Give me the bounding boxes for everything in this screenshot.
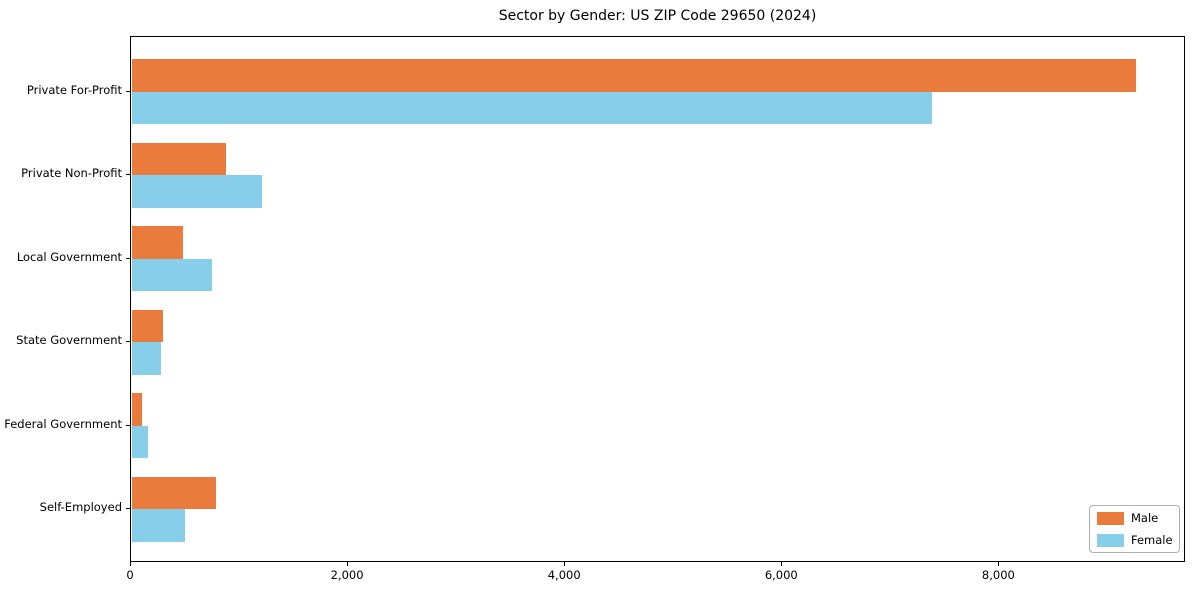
bar-male-state-government	[132, 309, 163, 342]
bar-female-local-government	[132, 258, 212, 291]
x-tick-label-6000: 6,000	[764, 568, 798, 582]
bar-male-local-government	[132, 226, 184, 259]
y-tick-mark	[126, 174, 130, 175]
y-tick-mark	[126, 90, 130, 92]
x-tick-mark	[998, 562, 1000, 566]
x-tick-label-0: 0	[126, 568, 134, 582]
y-tick-mark	[126, 424, 130, 426]
legend-item-male: Male	[1097, 511, 1172, 525]
y-tick-mark	[126, 341, 130, 342]
x-tick-mark	[130, 562, 131, 566]
bar-male-private-non-profit	[132, 142, 226, 175]
legend-label-female: Female	[1131, 533, 1173, 547]
legend-swatch-female	[1097, 533, 1124, 547]
y-tick-label-self-employed: Self-Employed	[39, 500, 122, 514]
bar-female-private-for-profit	[132, 91, 932, 124]
legend-swatch-male	[1097, 511, 1124, 525]
bar-female-self-employed	[132, 509, 186, 542]
y-tick-label-private-for-profit: Private For-Profit	[26, 82, 122, 97]
plot-area	[130, 36, 1185, 562]
y-tick-label-private-non-profit: Private Non-Profit	[21, 166, 122, 180]
bar-female-federal-government	[132, 425, 149, 458]
y-tick-label-federal-government: Federal Government	[4, 416, 122, 431]
y-tick-label-local-government: Local Government	[16, 249, 122, 264]
x-tick-label-2000: 2,000	[330, 568, 364, 582]
x-tick-label-8000: 8,000	[981, 568, 1015, 582]
legend-item-female: Female	[1097, 533, 1173, 547]
legend-label-male: Male	[1131, 511, 1159, 525]
bar-female-private-non-profit	[132, 175, 263, 208]
y-tick-mark	[126, 508, 130, 509]
y-tick-label-state-government: State Government	[16, 333, 122, 347]
y-tick-mark	[126, 257, 130, 259]
bar-male-private-for-profit	[132, 59, 1137, 92]
legend: Male Female	[1089, 505, 1180, 553]
chart-title: Sector by Gender: US ZIP Code 29650 (202…	[498, 8, 817, 24]
x-tick-label-4000: 4,000	[547, 568, 581, 582]
bar-male-self-employed	[132, 476, 217, 509]
x-tick-mark	[781, 562, 783, 566]
bar-female-state-government	[132, 342, 161, 375]
bar-male-federal-government	[132, 393, 142, 426]
x-tick-mark	[347, 562, 349, 566]
x-tick-mark	[564, 562, 566, 566]
